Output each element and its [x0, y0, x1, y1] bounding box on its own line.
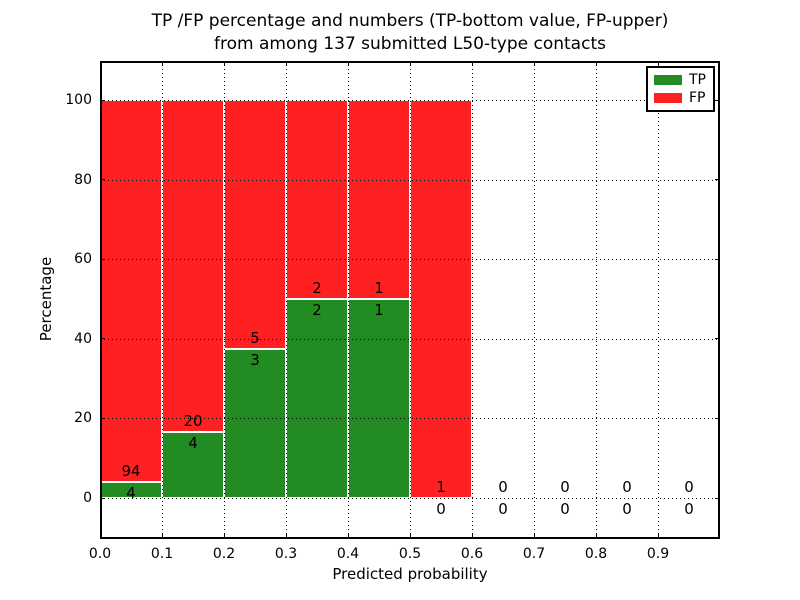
x-tick-label: 0.0	[88, 546, 112, 562]
bar-tp-count-label: 3	[250, 350, 260, 369]
legend-item-fp: FP	[654, 91, 707, 105]
bar-fp-count-label: 0	[684, 478, 694, 496]
bar-tp-count-label: 0	[622, 500, 632, 518]
y-tick-label: 40	[74, 330, 92, 347]
y-tick-left	[100, 179, 105, 181]
y-tick-label: 100	[65, 92, 92, 108]
bar-fp-count-label: 1	[374, 279, 384, 297]
fp-color-swatch	[654, 93, 682, 103]
vertical-gridline	[224, 61, 225, 539]
y-tick-label: 80	[74, 171, 92, 188]
tp-color-swatch	[654, 75, 682, 85]
bar-fp-count-label: 94	[121, 461, 141, 480]
bar-tp-count-label: 0	[560, 500, 570, 518]
bar-tp-count-label: 4	[126, 483, 136, 502]
y-tick-right	[715, 99, 720, 101]
x-tick-bottom	[99, 534, 101, 539]
x-tick-top	[99, 61, 101, 66]
legend: TP FP	[646, 66, 715, 112]
bar-fp-count-label: 0	[498, 478, 508, 496]
x-tick-bottom	[657, 534, 659, 539]
vertical-gridline	[534, 61, 535, 539]
bar-fp-segment	[162, 100, 224, 432]
bar-fp-count-label: 5	[250, 328, 260, 347]
y-tick-label: 20	[74, 410, 92, 427]
bar-fp-count-label: 1	[436, 478, 446, 496]
x-tick-top	[161, 61, 163, 66]
x-tick-top	[409, 61, 411, 66]
bar-fp-segment	[100, 100, 162, 482]
x-tick-bottom	[223, 534, 225, 539]
y-axis-label: Percentage	[37, 256, 55, 342]
bar-fp-count-label: 0	[560, 478, 570, 496]
x-tick-label: 0.3	[274, 546, 298, 562]
bar-tp-segment	[348, 299, 410, 498]
x-tick-label: 0.6	[460, 546, 484, 562]
x-tick-bottom	[471, 534, 473, 539]
plot-area: TP FP 94 4 20 4 5 3 2 2 1 1 1 0 0 0 0 0 0 0 0 0	[99, 61, 720, 539]
vertical-gridline	[596, 61, 597, 539]
bar-tp-segment	[286, 299, 348, 498]
x-tick-bottom	[409, 534, 411, 539]
chart-title: TP /FP percentage and numbers (TP-bottom…	[151, 11, 669, 54]
bar-tp-count-label: 0	[498, 500, 508, 518]
x-tick-top	[533, 61, 535, 66]
bar-fp-count-label: 20	[183, 411, 203, 430]
legend-item-tp: TP	[654, 73, 707, 87]
y-tick-left	[100, 417, 105, 419]
y-tick-label: 60	[74, 251, 92, 268]
vertical-gridline	[410, 61, 411, 539]
x-tick-bottom	[285, 534, 287, 539]
x-tick-label: 0.4	[336, 546, 360, 562]
x-tick-top	[471, 61, 473, 66]
bar-tp-segment	[162, 431, 224, 498]
bar-fp-count-label: 2	[312, 279, 322, 297]
x-tick-top	[285, 61, 287, 66]
x-tick-bottom	[595, 534, 597, 539]
bar-fp-segment	[410, 100, 472, 498]
y-tick-right	[715, 417, 720, 419]
bar-tp-count-label: 2	[312, 301, 322, 319]
x-tick-label: 0.2	[212, 546, 236, 562]
tp-legend-label: TP	[689, 72, 706, 88]
vertical-gridline	[658, 61, 659, 539]
bar-fp-segment	[224, 100, 286, 349]
vertical-gridline	[472, 61, 473, 539]
bar-tp-count-label: 0	[684, 500, 694, 518]
y-tick-left	[100, 497, 105, 499]
bar-fp-segment	[286, 100, 348, 299]
x-tick-top	[595, 61, 597, 66]
vertical-gridline	[286, 61, 287, 539]
bar-tp-count-label: 1	[374, 301, 384, 319]
bar-fp-segment	[348, 100, 410, 299]
y-tick-right	[715, 497, 720, 499]
x-tick-label: 0.8	[584, 546, 608, 562]
bar-tp-segment	[224, 348, 286, 498]
x-tick-label: 0.9	[646, 546, 670, 562]
x-tick-top	[223, 61, 225, 66]
fp-legend-label: FP	[689, 90, 706, 106]
x-tick-label: 0.5	[398, 546, 422, 562]
y-tick-left	[100, 258, 105, 260]
x-tick-label: 0.1	[150, 546, 174, 562]
y-tick-right	[715, 258, 720, 260]
y-tick-label: 0	[83, 490, 92, 506]
y-tick-left	[100, 99, 105, 101]
bar-tp-count-label: 0	[436, 500, 446, 518]
bar-tp-count-label: 4	[188, 433, 198, 452]
vertical-gridline	[162, 61, 163, 539]
x-tick-bottom	[533, 534, 535, 539]
x-tick-top	[657, 61, 659, 66]
y-tick-right	[715, 338, 720, 340]
x-tick-label: 0.7	[522, 546, 546, 562]
x-tick-bottom	[347, 534, 349, 539]
x-axis-label: Predicted probability	[332, 565, 488, 583]
vertical-gridline	[348, 61, 349, 539]
y-tick-right	[715, 179, 720, 181]
bar-fp-count-label: 0	[622, 478, 632, 496]
y-tick-left	[100, 338, 105, 340]
x-tick-top	[347, 61, 349, 66]
x-tick-bottom	[161, 534, 163, 539]
